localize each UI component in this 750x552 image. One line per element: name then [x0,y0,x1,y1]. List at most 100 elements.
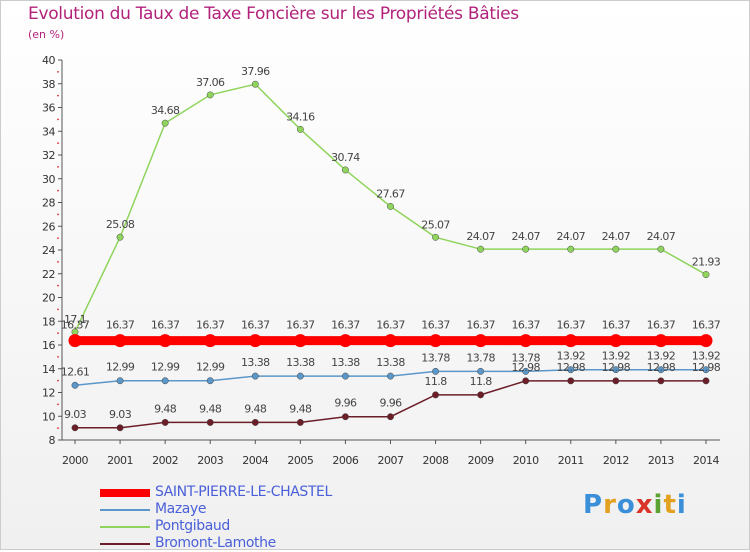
data-label: 24.07 [557,230,586,243]
data-label: 30.74 [331,151,360,164]
data-label: 12.98 [602,361,631,374]
data-point [387,372,394,380]
data-point [612,377,620,385]
data-label: 34.68 [151,104,180,117]
data-point [161,418,169,426]
data-point [522,377,530,385]
y-tick-label: 16 [42,339,55,352]
y-tick-label: 14 [42,363,55,376]
data-label: 12.61 [61,365,90,378]
y-tick-label: 20 [42,292,55,305]
data-label: 11.8 [470,375,493,388]
data-label: 13.38 [241,356,270,369]
y-minor-tick [57,70,59,73]
data-point [657,377,665,385]
y-minor-tick [57,94,59,97]
data-point [387,202,394,210]
data-point [341,166,349,174]
y-tick-label: 8 [49,434,56,447]
data-label: 25.07 [421,218,450,231]
data-label: 16.37 [692,319,721,332]
logo-letter: i [653,490,664,520]
data-label: 13.38 [286,356,315,369]
data-point [522,367,530,375]
y-tick-label: 18 [42,315,55,328]
data-label: 9.48 [199,402,222,415]
data-point [657,366,665,374]
y-minor-tick [57,332,59,335]
data-point [296,418,304,426]
data-point [206,377,214,385]
x-tick-label: 2004 [242,454,268,467]
data-point [432,391,440,399]
data-label: 13.78 [421,351,450,364]
data-label: 13.92 [647,350,676,363]
logo-letter: P [583,490,604,520]
data-label: 13.38 [376,356,405,369]
data-label: 24.07 [511,230,540,243]
x-tick-label: 2001 [107,454,133,467]
data-label: 24.07 [466,230,495,243]
data-label: 12.99 [151,361,180,374]
data-point [612,366,620,374]
data-point [477,391,485,399]
y-tick-label: 24 [42,244,55,257]
x-tick-label: 2012 [603,454,629,467]
y-minor-tick [57,379,59,382]
data-label: 16.37 [557,319,586,332]
x-tick-label: 2007 [377,454,403,467]
data-point [432,233,440,241]
legend-swatch-saint-pierre [100,489,150,497]
chart-title: Evolution du Taux de Taxe Foncière sur l… [28,4,519,24]
data-point [293,334,307,348]
data-point [251,372,259,380]
data-point [206,91,214,99]
data-point [564,334,578,348]
data-label: 9.03 [109,408,132,421]
y-tick-label: 28 [42,197,55,210]
data-point [699,334,713,348]
data-point [654,334,668,348]
x-tick-label: 2014 [693,454,719,467]
data-label: 9.03 [64,408,87,421]
data-point [338,334,352,348]
y-tick-label: 12 [42,387,55,400]
y-minor-tick [57,427,59,430]
y-minor-tick [57,260,59,263]
y-minor-tick [57,403,59,406]
data-point [519,334,533,348]
data-label: 12.98 [647,361,676,374]
data-point [161,119,169,127]
proxiti-logo: Proxiti [583,490,687,520]
data-label: 12.99 [196,361,225,374]
data-point [116,377,124,385]
data-point [702,366,710,374]
data-label: 13.38 [331,356,360,369]
data-point [477,367,485,375]
legend-label: SAINT-PIERRE-LE-CHASTEL [155,484,332,500]
data-point [68,334,82,348]
x-tick-label: 2008 [423,454,449,467]
data-label: 16.37 [61,319,90,332]
data-point [251,418,259,426]
data-label: 16.37 [151,319,180,332]
y-tick-label: 10 [42,410,55,423]
x-tick-label: 2011 [558,454,584,467]
y-minor-tick [57,118,59,121]
data-label: 37.06 [196,76,225,89]
x-tick-label: 2005 [287,454,313,467]
y-minor-tick [57,284,59,287]
data-point [702,271,710,279]
data-point [702,377,710,385]
x-tick-label: 2006 [332,454,358,467]
legend-label: Bromont-Lamothe [155,535,276,551]
data-point [477,245,485,253]
x-tick-label: 2000 [62,454,88,467]
data-label: 12.98 [692,361,721,374]
y-tick-label: 22 [42,268,55,281]
data-label: 11.8 [425,375,448,388]
x-tick-label: 2010 [513,454,539,467]
data-label: 17.1 [64,313,86,326]
data-label: 25.08 [106,218,135,231]
